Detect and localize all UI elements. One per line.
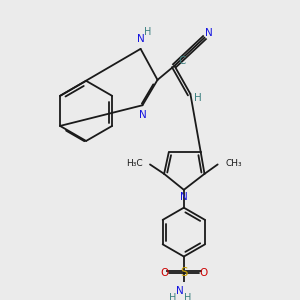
Text: CH₃: CH₃ — [225, 159, 242, 168]
Text: C: C — [178, 56, 186, 66]
Text: O: O — [200, 268, 208, 278]
Text: H: H — [184, 293, 191, 300]
Text: S: S — [180, 266, 188, 279]
Text: H₃C: H₃C — [126, 159, 142, 168]
Text: O: O — [160, 268, 168, 278]
Text: N: N — [176, 286, 184, 296]
Text: H: H — [194, 93, 202, 103]
Text: H: H — [144, 27, 152, 37]
Text: N: N — [137, 34, 145, 44]
Text: N: N — [205, 28, 213, 38]
Text: N: N — [180, 192, 188, 202]
Text: N: N — [139, 110, 146, 120]
Text: H: H — [169, 293, 176, 300]
